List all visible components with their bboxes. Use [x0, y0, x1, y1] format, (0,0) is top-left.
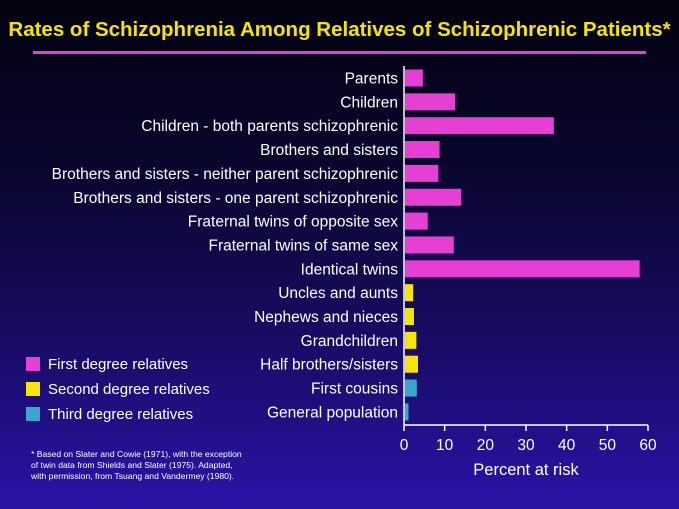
x-tick-label-40: 40 [558, 437, 576, 454]
category-label-brothers-and-sisters-one-parent-schizophrenic: Brothers and sisters - one parent schizo… [73, 190, 398, 207]
legend-swatch-second-degree [26, 382, 40, 396]
x-tick-label-20: 20 [477, 437, 495, 454]
x-tick-label-0: 0 [400, 437, 409, 454]
category-label-parents: Parents [345, 71, 399, 88]
category-label-general-population: General population [267, 404, 398, 421]
category-label-half-brothers-sisters: Half brothers/sisters [260, 357, 398, 374]
bar-brothers-and-sisters-neither-parent-schizophrenic [405, 164, 439, 182]
category-label-first-cousins: First cousins [311, 381, 398, 398]
x-axis-label: Percent at risk [473, 461, 579, 479]
bar-grandchildren [405, 331, 417, 349]
legend-item-first-degree: First degree relatives [26, 355, 210, 373]
bar-half-brothers-sisters [405, 355, 419, 373]
bar-fraternal-twins-of-same-sex [405, 236, 454, 254]
x-tick-label-10: 10 [436, 437, 454, 454]
bar-brothers-and-sisters-one-parent-schizophrenic [405, 188, 462, 206]
bar-first-cousins [405, 379, 417, 397]
bar-brothers-and-sisters [405, 141, 440, 159]
bar-children-both-parents-schizophrenic [405, 117, 554, 135]
bar-parents [405, 69, 423, 87]
legend-item-second-degree: Second degree relatives [26, 380, 210, 398]
bar-identical-twins [405, 260, 640, 278]
title-underline [33, 51, 646, 54]
category-label-brothers-and-sisters-neither-parent-schizophrenic: Brothers and sisters - neither parent sc… [52, 166, 399, 183]
category-label-children: Children [340, 94, 398, 111]
x-tick-label-30: 30 [517, 437, 535, 454]
bar-children [405, 93, 456, 111]
category-label-children-both-parents-schizophrenic: Children - both parents schizophrenic [141, 118, 398, 135]
category-label-uncles-and-aunts: Uncles and aunts [278, 285, 398, 302]
legend-label-second-degree: Second degree relatives [48, 380, 210, 398]
category-label-fraternal-twins-of-same-sex: Fraternal twins of same sex [208, 237, 398, 254]
legend-swatch-first-degree [26, 357, 40, 371]
bar-general-population [405, 403, 409, 421]
x-tick-label-50: 50 [599, 437, 617, 454]
bar-fraternal-twins-of-opposite-sex [405, 212, 428, 230]
bar-uncles-and-aunts [405, 284, 414, 302]
legend-label-first-degree: First degree relatives [48, 355, 189, 373]
category-label-nephews-and-nieces: Nephews and nieces [254, 309, 398, 326]
legend-swatch-third-degree [26, 407, 40, 421]
category-label-fraternal-twins-of-opposite-sex: Fraternal twins of opposite sex [188, 214, 398, 231]
legend-label-third-degree: Third degree relatives [48, 405, 194, 423]
legend: First degree relatives Second degree rel… [26, 355, 210, 430]
x-tick-label-60: 60 [639, 437, 657, 454]
category-label-grandchildren: Grandchildren [301, 333, 398, 350]
bar-nephews-and-nieces [405, 308, 414, 325]
category-label-brothers-and-sisters: Brothers and sisters [260, 142, 398, 159]
legend-item-third-degree: Third degree relatives [26, 405, 210, 423]
footnote: * Based on Slater and Cowie (1971), with… [31, 449, 242, 481]
category-label-identical-twins: Identical twins [301, 261, 399, 278]
chart-title: Rates of Schizophrenia Among Relatives o… [8, 18, 671, 41]
